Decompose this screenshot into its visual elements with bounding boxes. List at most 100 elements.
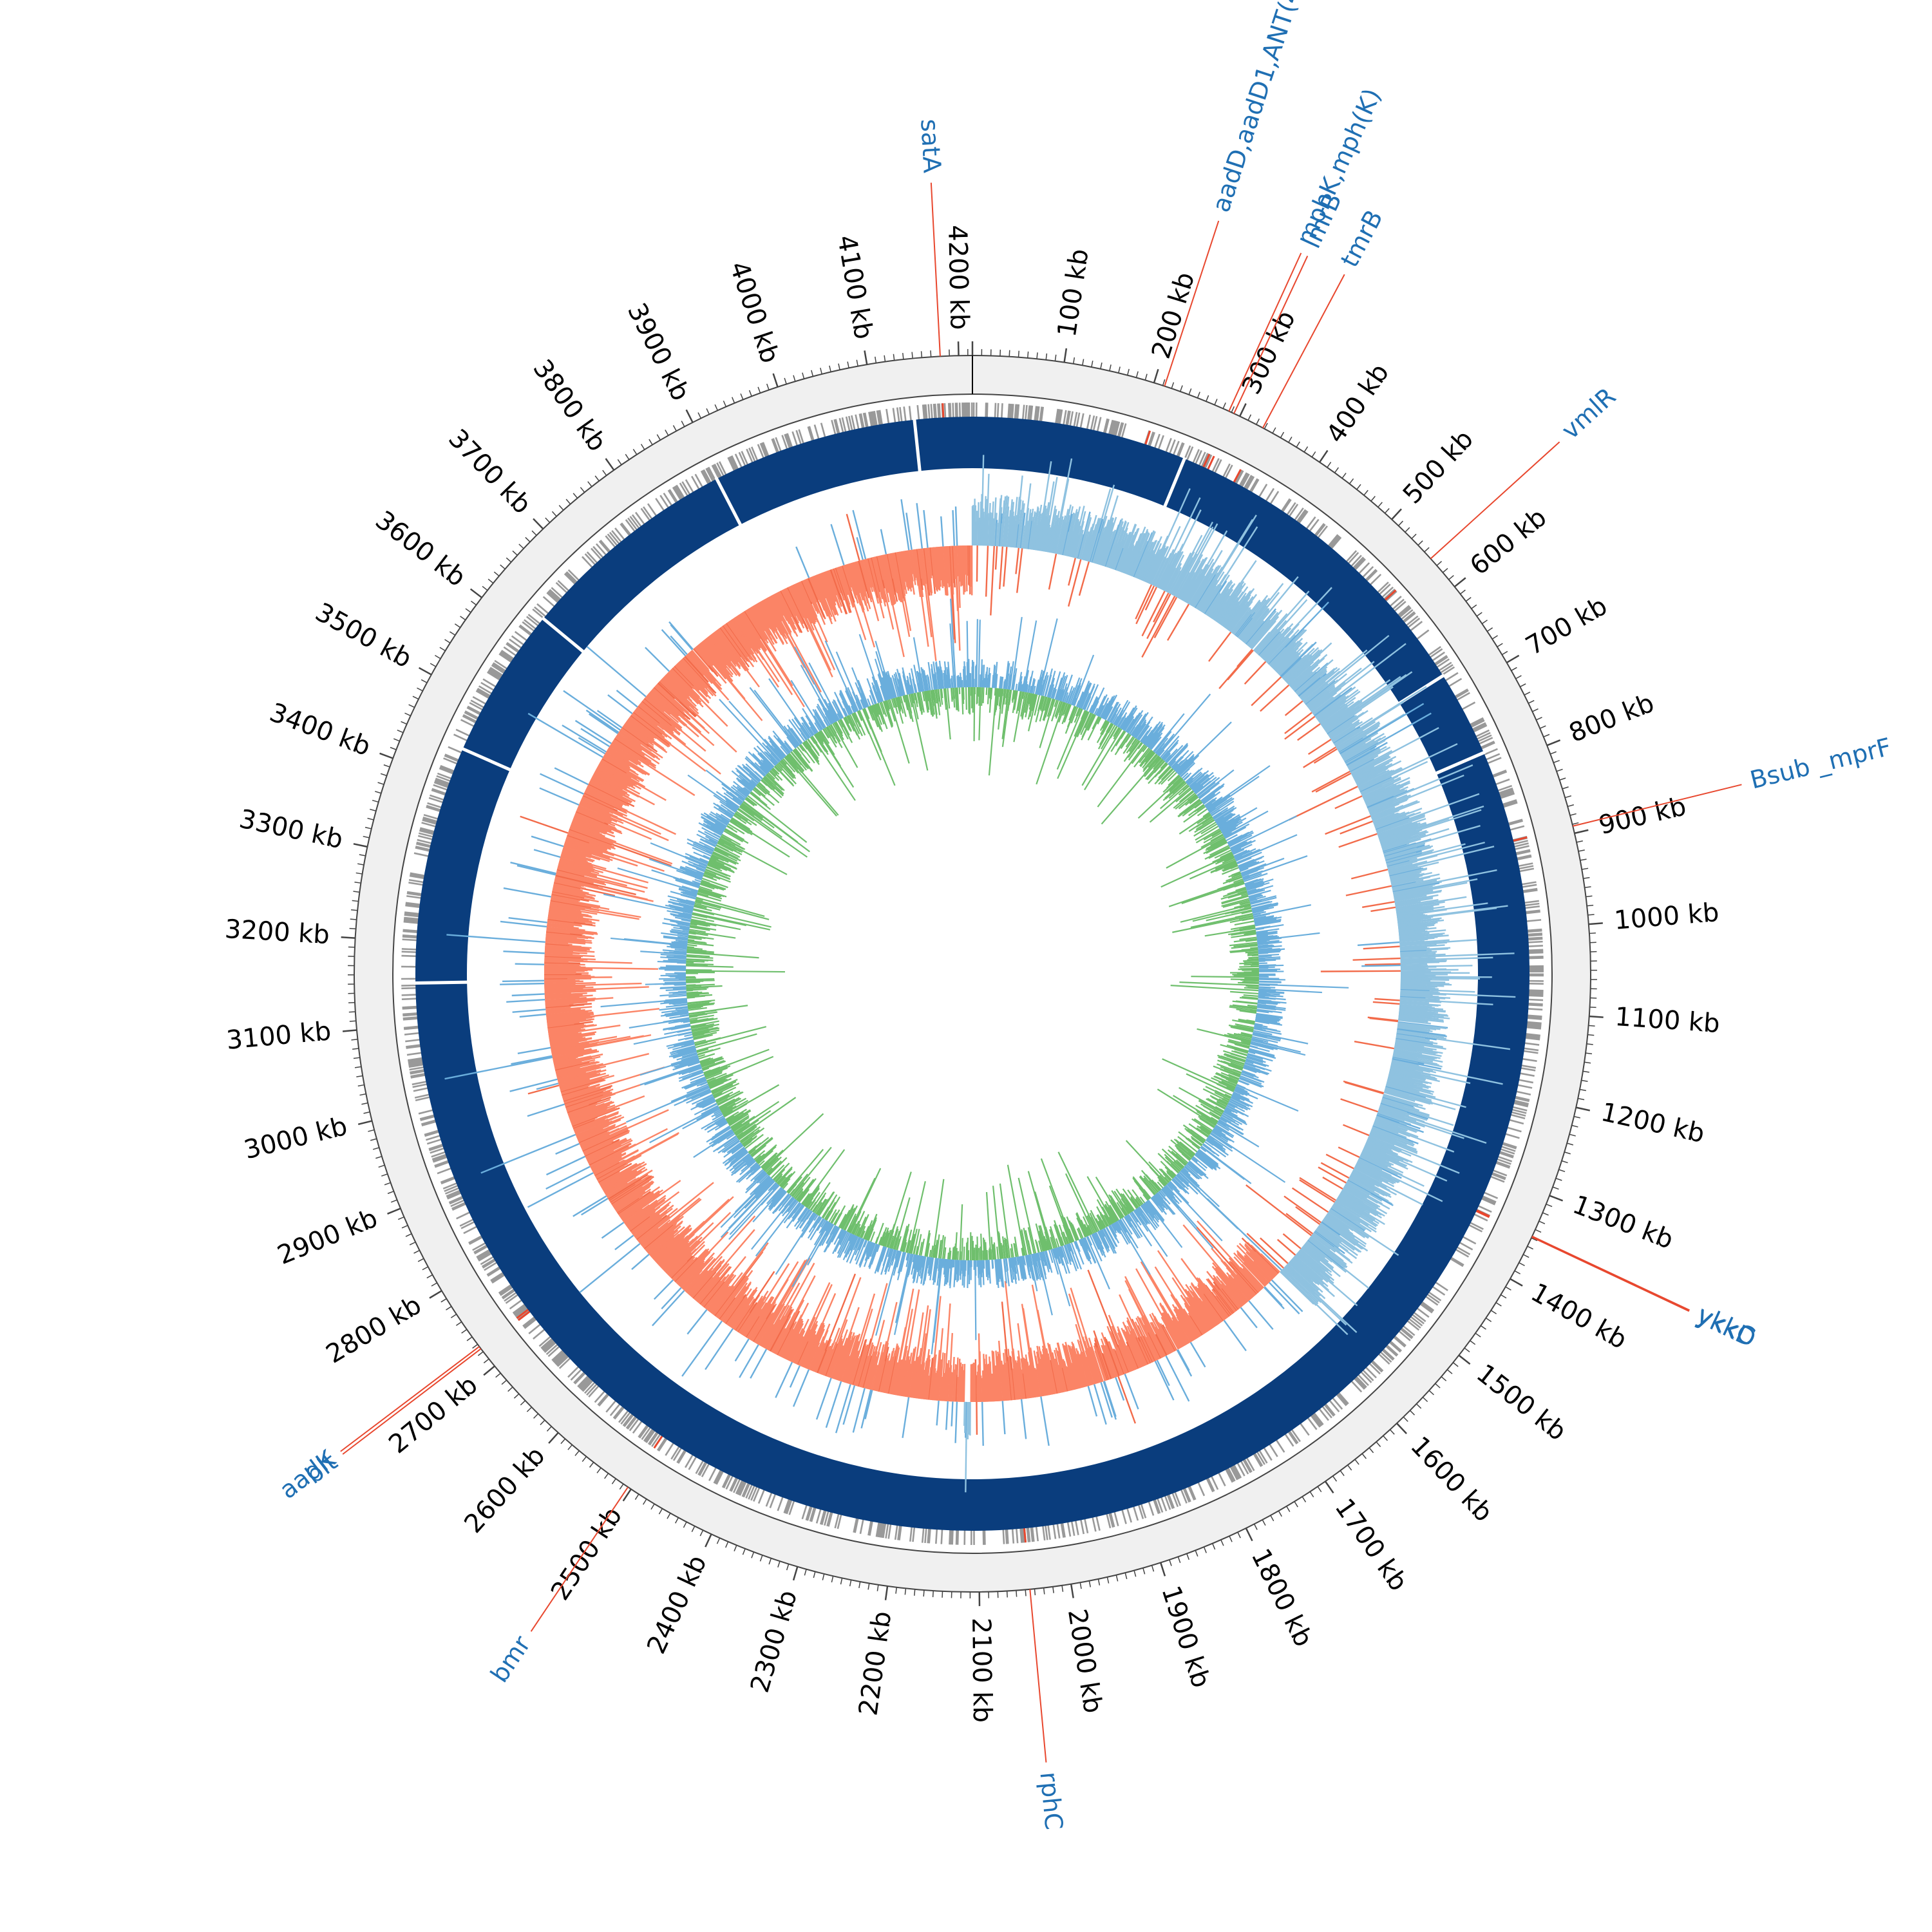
backbone-gap [1434, 750, 1486, 775]
gc-skew-positive-bar [994, 546, 998, 570]
minor-tick [435, 654, 441, 659]
minor-tick [531, 530, 537, 536]
tick-label: 2000 kb [1062, 1607, 1108, 1715]
tick-label: 2600 kb [459, 1441, 551, 1539]
major-tick [1245, 1528, 1253, 1542]
minor-tick [370, 1138, 377, 1141]
gc-skew-negative-bar [511, 1055, 553, 1065]
minor-tick [357, 863, 365, 866]
minor-tick [1569, 1133, 1576, 1137]
minor-tick [472, 1343, 478, 1349]
gc-skew-negative-bar [1117, 1376, 1137, 1424]
minor-tick [1195, 1550, 1198, 1557]
gc-skew-positive-bar [1361, 964, 1401, 967]
minor-tick [1539, 725, 1546, 729]
minor-tick [1470, 1340, 1476, 1345]
major-tick [1153, 368, 1159, 383]
gc-skew-positive-bar [1244, 661, 1267, 685]
minor-tick [777, 1561, 781, 1567]
minor-tick [1522, 1254, 1530, 1258]
minor-tick [1416, 1403, 1422, 1409]
minor-tick [1584, 1061, 1591, 1064]
minor-tick [1327, 462, 1332, 468]
gc-skew-positive-bar [1374, 998, 1400, 1001]
minor-tick [1405, 527, 1410, 533]
gc-skew-positive-bar [1015, 547, 1020, 574]
minor-tick [574, 1450, 580, 1456]
minor-tick [714, 404, 718, 411]
minor-tick [1025, 1589, 1027, 1596]
minor-tick [594, 475, 600, 482]
minor-tick [430, 663, 437, 667]
minor-tick [740, 393, 744, 400]
minor-tick [1515, 675, 1522, 679]
minor-tick [409, 1242, 416, 1245]
minor-tick [811, 370, 814, 377]
tick-label: 4100 kb [831, 233, 878, 342]
minor-tick [1018, 350, 1019, 357]
gc-skew-negative-bar [734, 1338, 750, 1362]
minor-tick [1588, 1025, 1595, 1027]
gc-skew-positive-bar [1284, 712, 1312, 734]
minor-tick [1256, 418, 1260, 425]
tick-label: 3700 kb [442, 424, 536, 520]
minor-tick [412, 696, 419, 700]
minor-tick [506, 557, 512, 563]
minor-tick [893, 354, 895, 361]
minor-tick [545, 517, 551, 523]
gc-skew-positive-bar [1208, 631, 1232, 662]
minor-tick [354, 1066, 362, 1068]
minor-tick [831, 1576, 834, 1583]
gc-skew-positive-bar [1400, 969, 1459, 971]
gc-skew-positive-bar [963, 1401, 966, 1426]
minor-tick [426, 1274, 433, 1279]
minor-tick [602, 469, 607, 476]
gc-skew-negative-bar [573, 1195, 607, 1217]
minor-tick [513, 1393, 520, 1399]
minor-tick [363, 1111, 370, 1114]
gc-skew-positive-bar [1003, 547, 1008, 587]
minor-tick [483, 1358, 489, 1363]
minor-tick [353, 891, 360, 893]
backbone-gap [913, 418, 922, 473]
position-ticks [341, 341, 1604, 1606]
minor-tick [357, 1084, 365, 1087]
tick-label: 3200 kb [224, 914, 330, 950]
minor-tick [849, 1580, 852, 1587]
backbone-gap [1162, 457, 1187, 508]
minor-tick [1587, 1034, 1595, 1036]
gc-skew-negative-bar [1001, 1401, 1006, 1435]
major-tick [357, 1120, 372, 1125]
tick-label: 2200 kb [853, 1609, 897, 1718]
major-tick [469, 588, 482, 598]
gc-skew-negative-bar [945, 1401, 949, 1430]
minor-tick [372, 799, 379, 803]
gc-skew-negative-bar [555, 1142, 580, 1155]
minor-tick [1585, 1052, 1593, 1055]
minor-tick [580, 487, 585, 493]
gc-skew-positive-bar [985, 545, 989, 597]
gc-skew-positive-bar [1067, 559, 1082, 607]
minor-tick [856, 359, 858, 366]
minor-tick [359, 854, 366, 857]
major-tick [1506, 654, 1520, 663]
minor-tick [1573, 1115, 1580, 1119]
minor-tick [1384, 507, 1390, 514]
minor-tick [390, 746, 397, 750]
minor-tick [1222, 402, 1226, 409]
minor-tick [1144, 374, 1148, 381]
gc-skew-negative-bar [981, 1401, 984, 1446]
tick-label: 4200 kb [942, 225, 974, 330]
major-tick [1454, 577, 1466, 588]
minor-tick [1561, 1160, 1568, 1164]
minor-tick [1539, 1220, 1546, 1224]
gc-skew-positive-bar [1016, 548, 1023, 593]
minor-tick [546, 1426, 552, 1432]
tick-label: 1500 kb [1471, 1359, 1572, 1447]
minor-tick [573, 493, 578, 499]
minor-tick [351, 909, 358, 911]
minor-tick [507, 1387, 513, 1392]
minor-tick [368, 1129, 375, 1132]
tick-label: 2900 kb [274, 1204, 382, 1271]
minor-tick [560, 1438, 566, 1444]
